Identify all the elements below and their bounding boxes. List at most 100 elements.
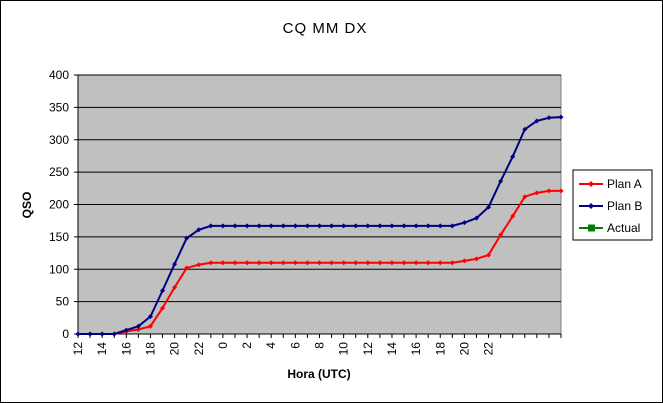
data-point [220,260,226,266]
data-point [329,223,335,229]
data-point [413,223,419,229]
data-point [425,260,431,266]
data-point [558,188,564,194]
x-tick-label: 12 [361,342,375,356]
data-point [365,260,371,266]
data-point [111,331,117,337]
x-tick-label: 20 [168,342,182,356]
data-point [317,260,322,266]
data-point [377,260,383,266]
data-point [498,178,504,184]
data-point [292,223,298,229]
x-tick-label: 20 [457,342,471,356]
y-axis-title: QSO [20,192,34,219]
y-tick-label: 150 [49,230,69,244]
data-point [87,331,93,337]
x-tick-label: 14 [385,342,399,356]
data-point [304,223,310,229]
data-point [449,223,455,229]
legend-marker [588,203,594,209]
x-tick-label: 14 [95,342,109,356]
data-point [160,288,166,294]
legend-marker [588,224,595,232]
y-tick-label: 400 [49,68,69,82]
y-tick-label: 50 [56,295,70,309]
x-axis-ticks: 12 14 16 18 20 22 0 2 4 6 8 10 12 14 16 18 20 22 [71,334,562,356]
x-tick-label: 6 [288,342,302,349]
x-tick-label: 18 [143,342,157,356]
x-tick-label: 10 [337,342,351,356]
data-point [522,194,528,200]
y-tick-label: 250 [49,165,69,179]
x-tick-label: 18 [433,342,447,356]
data-point [256,223,262,229]
data-point [184,235,190,241]
data-point [473,256,479,262]
x-tick-label: 4 [264,342,278,349]
data-point [389,223,395,229]
legend-marker [588,181,594,187]
data-point [184,265,190,271]
data-point [123,327,129,333]
data-point [232,223,238,229]
data-point [365,223,371,229]
data-point [304,260,310,266]
legend-label: Plan B [607,199,642,213]
data-point [486,204,492,210]
data-point [353,223,359,229]
grid-lines [78,74,561,303]
data-point [546,115,552,121]
data-point [510,154,516,160]
data-point [317,223,322,229]
data-point [244,223,250,229]
data-point [208,223,214,229]
legend: Plan A Plan B Actual [572,169,653,241]
data-point [172,284,178,290]
y-axis-ticks: 0 50 100 150 200 250 300 350 400 [49,68,78,341]
y-tick-label: 200 [49,198,69,212]
data-point [268,223,274,229]
data-point [449,260,455,266]
data-point [280,260,286,266]
data-point [341,260,347,266]
data-point [147,323,153,329]
y-tick-label: 350 [49,100,69,114]
data-point [401,223,407,229]
x-tick-label: 22 [192,342,206,356]
data-point [558,114,564,120]
data-point [401,260,407,266]
data-point [437,260,443,266]
y-tick-label: 0 [62,327,69,341]
data-point [353,260,359,266]
data-point [389,260,395,266]
data-point [75,331,81,337]
data-point [147,314,153,320]
data-point [256,260,262,266]
data-point [377,223,383,229]
data-point [522,126,528,132]
data-point [172,261,178,267]
x-tick-label: 22 [482,342,496,356]
data-point [196,227,202,233]
y-tick-label: 100 [49,262,69,276]
data-point [486,252,492,258]
data-point [268,260,274,266]
x-tick-label: 16 [119,342,133,356]
data-point [534,118,540,124]
data-point [461,258,467,264]
data-point [341,223,347,229]
legend-label: Plan A [607,177,642,191]
data-point [498,232,504,238]
data-point [292,260,298,266]
data-point [135,326,141,332]
x-tick-label: 12 [71,342,85,356]
x-axis-title: Hora (UTC) [287,367,350,381]
data-point [232,260,238,266]
data-point [220,223,226,229]
x-tick-label: 2 [240,342,254,349]
chart-title: CQ MM DX [283,20,368,37]
data-point [461,220,467,226]
y-tick-label: 300 [49,133,69,147]
x-tick-label: 0 [216,342,230,349]
